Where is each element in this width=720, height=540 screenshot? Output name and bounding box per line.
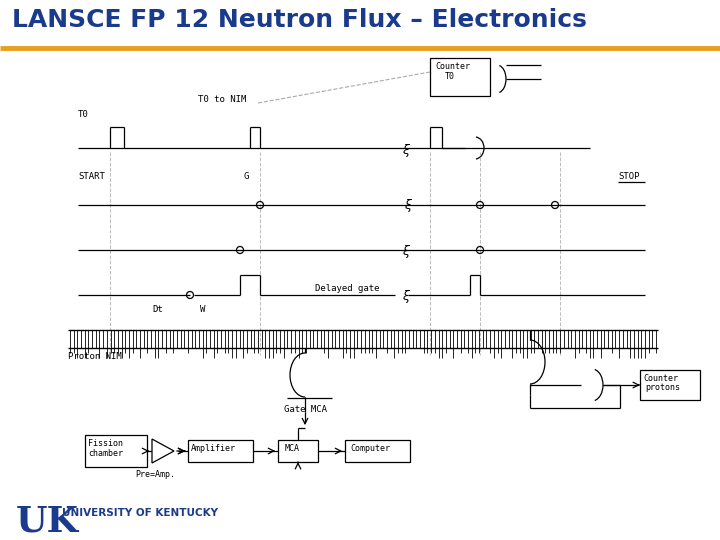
Text: Gate MCA: Gate MCA [284,405,326,414]
Text: Dt: Dt [152,305,163,314]
Text: Fission: Fission [88,439,123,448]
Text: Counter: Counter [435,62,470,71]
Text: $\xi$: $\xi$ [402,142,411,159]
Text: T0 to NIM: T0 to NIM [198,95,246,104]
Text: Delayed gate: Delayed gate [315,284,379,293]
Text: Computer: Computer [350,444,390,453]
Text: $\xi$: $\xi$ [404,197,413,214]
Text: T0: T0 [445,72,455,81]
Text: LANSCE FP 12 Neutron Flux – Electronics: LANSCE FP 12 Neutron Flux – Electronics [12,8,587,32]
Bar [188,440,253,462]
Bar [345,440,410,462]
Text: protons: protons [645,383,680,392]
Bar [640,370,700,400]
Text: STOP: STOP [618,172,639,181]
Text: MCA: MCA [285,444,300,453]
Text: T0: T0 [78,110,89,119]
Text: Amplifier: Amplifier [191,444,236,453]
Text: Pre=Amp.: Pre=Amp. [135,470,175,479]
Text: UK: UK [16,505,79,539]
Text: $\xi$: $\xi$ [402,288,411,305]
Text: G: G [243,172,248,181]
Polygon shape [152,439,174,463]
Text: Proton NIM: Proton NIM [68,352,122,361]
Text: Counter: Counter [643,374,678,383]
Bar [85,435,147,467]
Bar [278,440,318,462]
Bar [430,58,490,96]
Text: chamber: chamber [88,449,123,458]
Text: $\xi$: $\xi$ [402,243,411,260]
Text: START: START [78,172,105,181]
Text: W: W [200,305,205,314]
Text: UNIVERSITY OF KENTUCKY: UNIVERSITY OF KENTUCKY [62,508,218,518]
